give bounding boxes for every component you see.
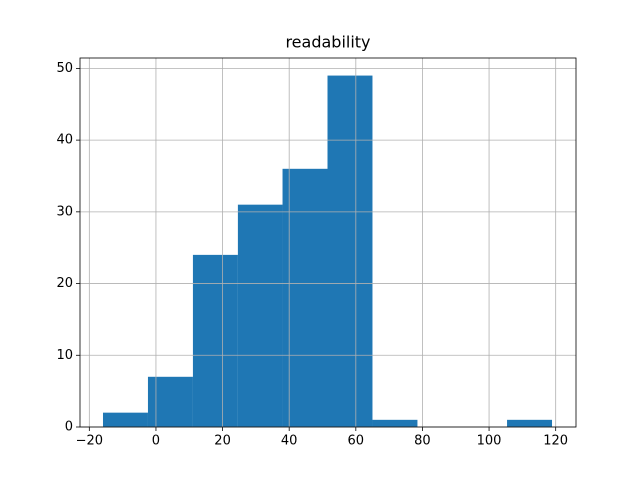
y-tick-label: 10 [56,348,73,363]
x-tick-label: −20 [76,434,103,449]
bar [102,412,148,427]
x-tick-label: 0 [152,434,160,449]
chart-title: readability [285,33,370,52]
x-tick-label: 40 [281,434,298,449]
bar [147,376,193,427]
bar [327,75,373,428]
y-tick-label: 40 [56,133,73,148]
x-tick-label: 80 [414,434,431,449]
x-tick-label: 20 [214,434,231,449]
bar [372,419,418,427]
y-tick-label: 30 [56,204,73,219]
plot-frame [79,57,577,428]
x-tick-label: 100 [477,434,502,449]
bar [237,204,283,427]
x-tick-label: 60 [348,434,365,449]
y-tick-label: 50 [56,61,73,76]
x-tick-label: 120 [543,434,568,449]
bar [192,254,238,427]
y-tick-label: 20 [56,276,73,291]
y-tick-label: 0 [65,420,73,435]
bar [507,419,553,427]
